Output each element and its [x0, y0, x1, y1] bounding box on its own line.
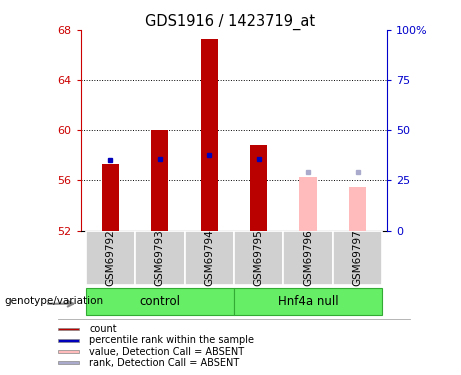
Bar: [102, 164, 119, 231]
Text: control: control: [139, 295, 180, 308]
Bar: [201, 39, 218, 231]
Bar: [250, 145, 267, 231]
Text: Hnf4a null: Hnf4a null: [278, 295, 338, 308]
Bar: [135, 231, 184, 285]
Text: GSM69794: GSM69794: [204, 230, 214, 286]
Text: value, Detection Call = ABSENT: value, Detection Call = ABSENT: [89, 346, 244, 357]
Bar: [349, 187, 366, 231]
Bar: [300, 177, 317, 231]
Bar: [58, 328, 79, 330]
Bar: [284, 231, 333, 285]
Bar: [235, 288, 382, 315]
Text: rank, Detection Call = ABSENT: rank, Detection Call = ABSENT: [89, 358, 240, 368]
Text: GDS1916 / 1423719_at: GDS1916 / 1423719_at: [145, 14, 316, 30]
Bar: [234, 231, 284, 285]
Text: GSM69797: GSM69797: [353, 230, 362, 286]
Text: GSM69792: GSM69792: [106, 230, 115, 286]
Bar: [58, 350, 79, 353]
Text: GSM69793: GSM69793: [155, 230, 165, 286]
Bar: [333, 231, 382, 285]
Bar: [58, 339, 79, 342]
Text: count: count: [89, 324, 117, 334]
Bar: [151, 130, 168, 231]
Text: GSM69796: GSM69796: [303, 230, 313, 286]
Bar: [86, 288, 234, 315]
Text: genotype/variation: genotype/variation: [5, 297, 104, 306]
Bar: [86, 231, 135, 285]
Text: GSM69795: GSM69795: [254, 230, 264, 286]
Bar: [184, 231, 234, 285]
Text: percentile rank within the sample: percentile rank within the sample: [89, 335, 254, 345]
Bar: [58, 362, 79, 364]
